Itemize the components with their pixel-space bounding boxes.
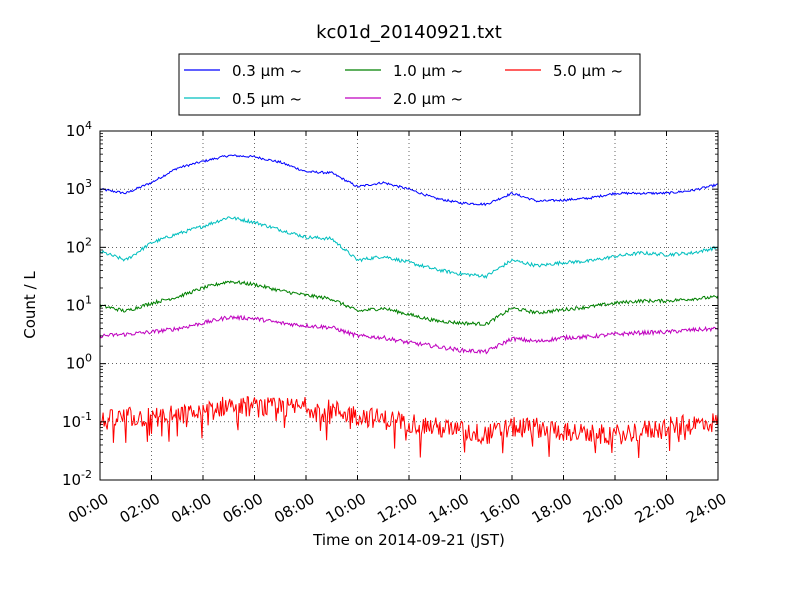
y-tick-exponent: 2 xyxy=(85,235,92,248)
y-tick-label: 100 xyxy=(66,352,92,373)
y-tick-exponent: 4 xyxy=(85,119,92,132)
y-tick-label: 103 xyxy=(66,177,92,198)
legend: 0.3 μm ~ 0.5 μm ~ 1.0 μm ~ 2.0 μm ~ 5.0 μm ~ xyxy=(178,53,641,116)
x-axis-label: Time on 2014-09-21 (JST) xyxy=(312,531,505,549)
series-line-0 xyxy=(99,154,719,207)
legend-box xyxy=(178,53,641,116)
y-tick-label: 10-2 xyxy=(62,468,92,489)
y-axis-label: Count / L xyxy=(21,271,39,339)
grid xyxy=(100,131,718,480)
y-tick-exponent: 0 xyxy=(85,352,92,365)
legend-label-2: 1.0 μm ~ xyxy=(393,62,463,80)
y-tick-base: 10 xyxy=(66,355,85,373)
chart-title: kc01d_20140921.txt xyxy=(316,22,502,43)
legend-label-1: 0.5 μm ~ xyxy=(232,90,302,108)
y-tick-base: 10 xyxy=(66,297,85,315)
y-tick-label: 102 xyxy=(66,235,92,256)
y-tick-label: 101 xyxy=(66,294,92,315)
series-line-3 xyxy=(99,314,719,355)
y-tick-base: 10 xyxy=(62,413,81,431)
plot-lines xyxy=(99,154,719,459)
y-tick-base: 10 xyxy=(62,471,81,489)
series-line-4 xyxy=(99,396,719,459)
y-tick-base: 10 xyxy=(66,180,85,198)
y-tick-base: 10 xyxy=(66,122,85,140)
legend-label-4: 5.0 μm ~ xyxy=(553,62,623,80)
y-tick-label: 10-1 xyxy=(62,410,92,431)
y-tick-exponent: -1 xyxy=(81,410,92,423)
y-tick-base: 10 xyxy=(66,238,85,256)
y-tick-label: 104 xyxy=(66,119,92,140)
series-line-2 xyxy=(99,280,719,327)
y-tick-exponent: 1 xyxy=(85,294,92,307)
series-line-1 xyxy=(99,216,719,279)
legend-label-3: 2.0 μm ~ xyxy=(393,90,463,108)
legend-label-0: 0.3 μm ~ xyxy=(232,62,302,80)
y-tick-exponent: -2 xyxy=(81,468,92,481)
y-tick-exponent: 3 xyxy=(85,177,92,190)
